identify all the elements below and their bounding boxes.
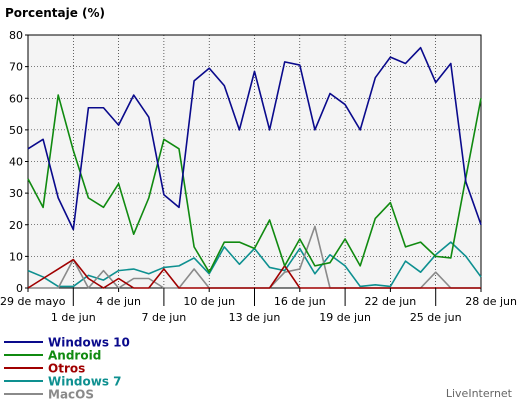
branding-label: LiveInternet (446, 387, 513, 400)
x-tick-label: 29 de mayo (0, 295, 66, 308)
y-tick-label: 80 (9, 29, 23, 42)
x-tick-label: 19 de jun (319, 311, 371, 324)
x-tick-label: 28 de jun (465, 295, 517, 308)
legend-label: Windows 7 (48, 375, 121, 389)
chart-title: Porcentaje (%) (5, 6, 105, 20)
x-tick-label: 16 de jun (274, 295, 326, 308)
y-tick-label: 20 (9, 219, 23, 232)
legend-label: MacOS (48, 388, 94, 402)
x-tick-label: 7 de jun (142, 311, 187, 324)
y-tick-label: 40 (9, 156, 23, 169)
x-tick-label: 13 de jun (229, 311, 281, 324)
y-tick-label: 10 (9, 250, 23, 263)
y-tick-label: 30 (9, 187, 23, 200)
y-axis-ticks: 0 10 20 30 40 50 60 70 80 (9, 29, 28, 295)
x-tick-label: 25 de jun (410, 311, 462, 324)
x-tick-label: 4 de jun (96, 295, 141, 308)
y-tick-label: 60 (9, 92, 23, 105)
x-tick-label: 1 de jun (51, 311, 96, 324)
y-tick-label: 70 (9, 61, 23, 74)
x-tick-label: 22 de jun (365, 295, 417, 308)
y-tick-label: 0 (16, 282, 23, 295)
legend-label: Android (48, 349, 101, 363)
x-tick-label: 10 de jun (183, 295, 235, 308)
series-line-android (27, 94, 482, 273)
series-line-windows-10 (27, 46, 482, 231)
y-tick-label: 50 (9, 124, 23, 137)
legend-label: Otros (48, 362, 85, 376)
legend-label: Windows 10 (48, 336, 130, 350)
grid-lines (28, 35, 481, 288)
